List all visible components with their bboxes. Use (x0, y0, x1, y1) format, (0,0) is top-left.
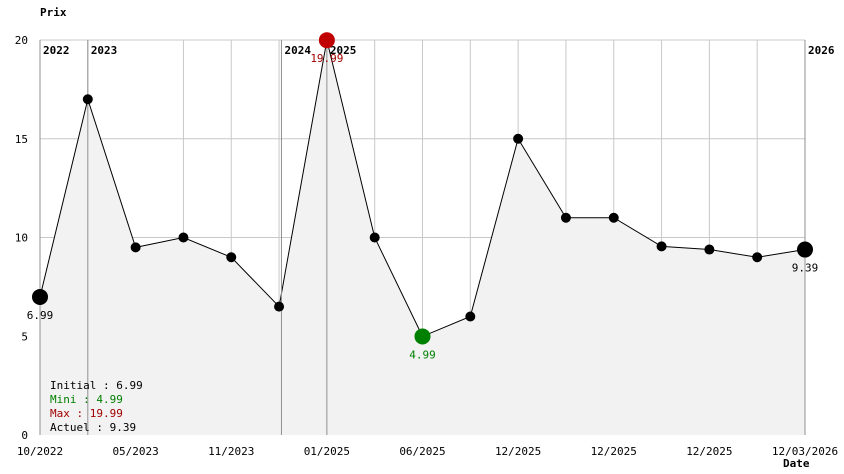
current-point (797, 241, 813, 258)
year-label: 2022 (43, 44, 70, 57)
data-points (32, 32, 813, 345)
data-point (704, 244, 715, 255)
x-tick-label: 05/2023 (112, 445, 158, 458)
data-point (513, 133, 524, 144)
x-tick-label: 01/2025 (304, 445, 350, 458)
current-value-label: 9.39 (792, 262, 819, 275)
price-area-fill (40, 40, 805, 435)
y-tick-label: 5 (21, 330, 28, 343)
y-tick-label: 0 (21, 429, 28, 442)
data-point (82, 94, 93, 105)
data-point (369, 232, 380, 243)
year-label: 2025 (330, 44, 357, 57)
data-point (465, 311, 476, 322)
data-point (130, 242, 141, 253)
y-tick-label: 10 (15, 232, 28, 245)
initial-value-label: 6.99 (27, 309, 54, 322)
initial-point (32, 288, 48, 305)
legend: Initial : 6.99 Mini : 4.99 Max : 19.99 A… (50, 379, 143, 434)
y-tick-label: 15 (15, 133, 28, 146)
legend-actuel: Actuel : 9.39 (50, 421, 136, 434)
data-point (656, 241, 667, 252)
year-label: 2026 (808, 44, 835, 57)
data-point (752, 252, 763, 263)
y-axis-title: Prix (40, 6, 67, 19)
x-tick-label: 12/2025 (495, 445, 541, 458)
legend-initial: Initial : 6.99 (50, 379, 143, 392)
year-label: 2023 (91, 44, 118, 57)
data-point (608, 212, 619, 223)
x-tick-label: 11/2023 (208, 445, 254, 458)
max-point (318, 32, 335, 49)
x-tick-label: 06/2025 (399, 445, 445, 458)
legend-mini: Mini : 4.99 (50, 393, 123, 406)
data-point (274, 301, 285, 312)
x-axis-title: Date (783, 457, 810, 470)
axis-tick-labels: 0 5 10 15 20 10/2022 05/2023 11/2023 01/2025 06/2… (15, 34, 838, 458)
year-markers: 2022 2023 2024 2025 2026 (39, 40, 835, 435)
data-point (178, 232, 189, 243)
x-tick-label: 12/2025 (686, 445, 732, 458)
min-point (414, 328, 431, 345)
x-tick-label: 12/03/2026 (772, 445, 838, 458)
y-tick-label: 20 (15, 34, 28, 47)
data-point (560, 212, 571, 223)
max-value-label: 19.99 (310, 52, 343, 65)
legend-max: Max : 19.99 (50, 407, 123, 420)
data-point (226, 252, 237, 263)
year-label: 2024 (284, 44, 311, 57)
x-tick-label: 12/2025 (591, 445, 637, 458)
x-tick-label: 10/2022 (17, 445, 63, 458)
point-value-labels: 6.99 19.99 4.99 9.39 (27, 52, 819, 361)
min-value-label: 4.99 (409, 348, 436, 361)
